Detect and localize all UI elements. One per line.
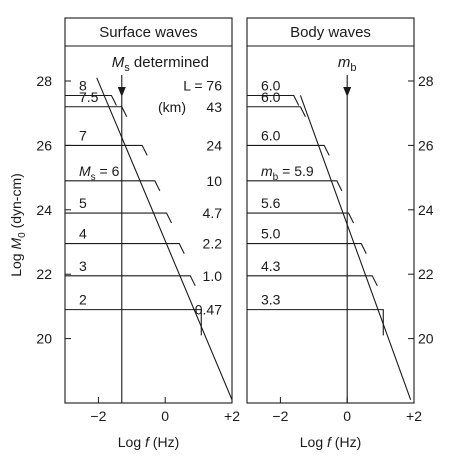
magnitude-label: 4: [79, 226, 87, 242]
magnitude-label: 8: [79, 77, 87, 93]
y-tick-label: 24: [418, 202, 434, 218]
spectrum-curve: [247, 275, 378, 287]
x-tick-label: −2: [90, 408, 106, 424]
rupture-length-unit: (km): [158, 99, 186, 115]
reference-label-part: determined: [130, 54, 209, 71]
panel-title: Body waves: [290, 24, 371, 41]
spectrum-curve: [247, 309, 384, 336]
magnitude-label-part: b: [273, 172, 279, 183]
spectrum-curve: [65, 212, 173, 224]
x-tick-label: +2: [224, 408, 240, 424]
reference-label-part: M: [112, 54, 125, 71]
magnitude-label-part: s: [91, 172, 96, 183]
magnitude-label-part: M: [79, 163, 91, 179]
magnitude-label: Ms = 6: [79, 163, 120, 183]
rupture-length-label: 2.2: [203, 236, 223, 252]
x-tick-label: 0: [161, 408, 169, 424]
x-axis-label: Log f (Hz): [118, 434, 179, 450]
magnitude-label: 3.3: [261, 292, 281, 308]
reference-label: mb: [338, 54, 357, 74]
x-axis-label-part: (Hz): [331, 434, 361, 450]
y-tick-label: 28: [418, 73, 434, 89]
x-axis-label-part: f: [327, 434, 333, 450]
y-tick-label: 20: [36, 331, 52, 347]
y-axis-label: Log M0 (dyn-cm): [8, 173, 28, 277]
magnitude-label-part: = 5.9: [278, 163, 314, 179]
rupture-length-label: 10: [206, 173, 222, 189]
rupture-length-label: 0.47: [195, 302, 222, 318]
magnitude-label: 5: [79, 195, 87, 211]
rupture-length-label: 43: [206, 99, 222, 115]
reference-label-part: s: [124, 62, 130, 74]
x-axis-label-part: Log: [118, 434, 145, 450]
y-tick-label: 24: [36, 202, 52, 218]
y-tick-label: 26: [418, 137, 434, 153]
magnitude-label: 2: [79, 292, 87, 308]
magnitude-label: 7.5: [79, 89, 99, 105]
y-tick-label: 28: [36, 73, 52, 89]
reference-arrow: [343, 87, 352, 97]
y-tick-label: 22: [36, 266, 52, 282]
magnitude-label: 5.0: [261, 226, 281, 242]
magnitude-label: 7: [79, 127, 87, 143]
spectrum-curve: [247, 212, 355, 224]
magnitude-label-part: = 6: [96, 163, 120, 179]
panel-frame: [246, 17, 415, 404]
spectrum-curve: [247, 243, 367, 254]
spectrum-curve: [65, 309, 202, 336]
spectrum-curve: [247, 106, 306, 118]
reference-label: Ms determined: [112, 54, 209, 74]
magnitude-label: 3: [79, 258, 87, 274]
x-axis-label-part: (Hz): [149, 434, 179, 450]
spectrum-curve: [65, 275, 196, 287]
magnitude-label: 6.0: [261, 77, 281, 93]
x-tick-label: +2: [406, 408, 422, 424]
magnitude-label: 4.3: [261, 258, 281, 274]
x-axis-label: Log f (Hz): [300, 434, 361, 450]
high-frequency-asymptote: [299, 95, 412, 400]
spectrum-curve: [65, 180, 161, 192]
rupture-length-label: 1.0: [203, 268, 223, 284]
spectrum-curve: [65, 243, 185, 254]
x-axis-label-part: f: [145, 434, 151, 450]
spectrum-curve: [247, 94, 300, 106]
magnitude-label: mb = 5.9: [261, 163, 314, 183]
spectrum-curve: [65, 106, 128, 118]
y-tick-label: 20: [418, 331, 434, 347]
magnitude-label: 6.0: [261, 127, 281, 143]
panel-frame: [64, 17, 233, 404]
spectrum-curve: [247, 144, 330, 156]
x-axis-label-part: Log: [300, 434, 327, 450]
high-frequency-asymptote: [96, 77, 233, 400]
y-tick-label: 22: [418, 266, 434, 282]
rupture-length-label: 24: [206, 137, 222, 153]
reference-label-part: b: [350, 62, 356, 74]
rupture-length-label: 4.7: [203, 205, 223, 221]
rupture-length-label: L = 76: [183, 77, 222, 93]
spectrum-curve: [65, 144, 148, 156]
magnitude-label-part: m: [261, 163, 273, 179]
x-tick-label: −2: [272, 408, 288, 424]
spectrum-curve: [65, 94, 117, 106]
magnitude-label: 6.0: [261, 89, 281, 105]
magnitude-label: 5.6: [261, 195, 281, 211]
y-tick-label: 26: [36, 137, 52, 153]
spectrum-curve: [247, 180, 343, 192]
reference-label-part: m: [338, 54, 351, 71]
reference-arrow: [117, 87, 126, 97]
panel-title: Surface waves: [99, 24, 197, 41]
x-tick-label: 0: [343, 408, 351, 424]
